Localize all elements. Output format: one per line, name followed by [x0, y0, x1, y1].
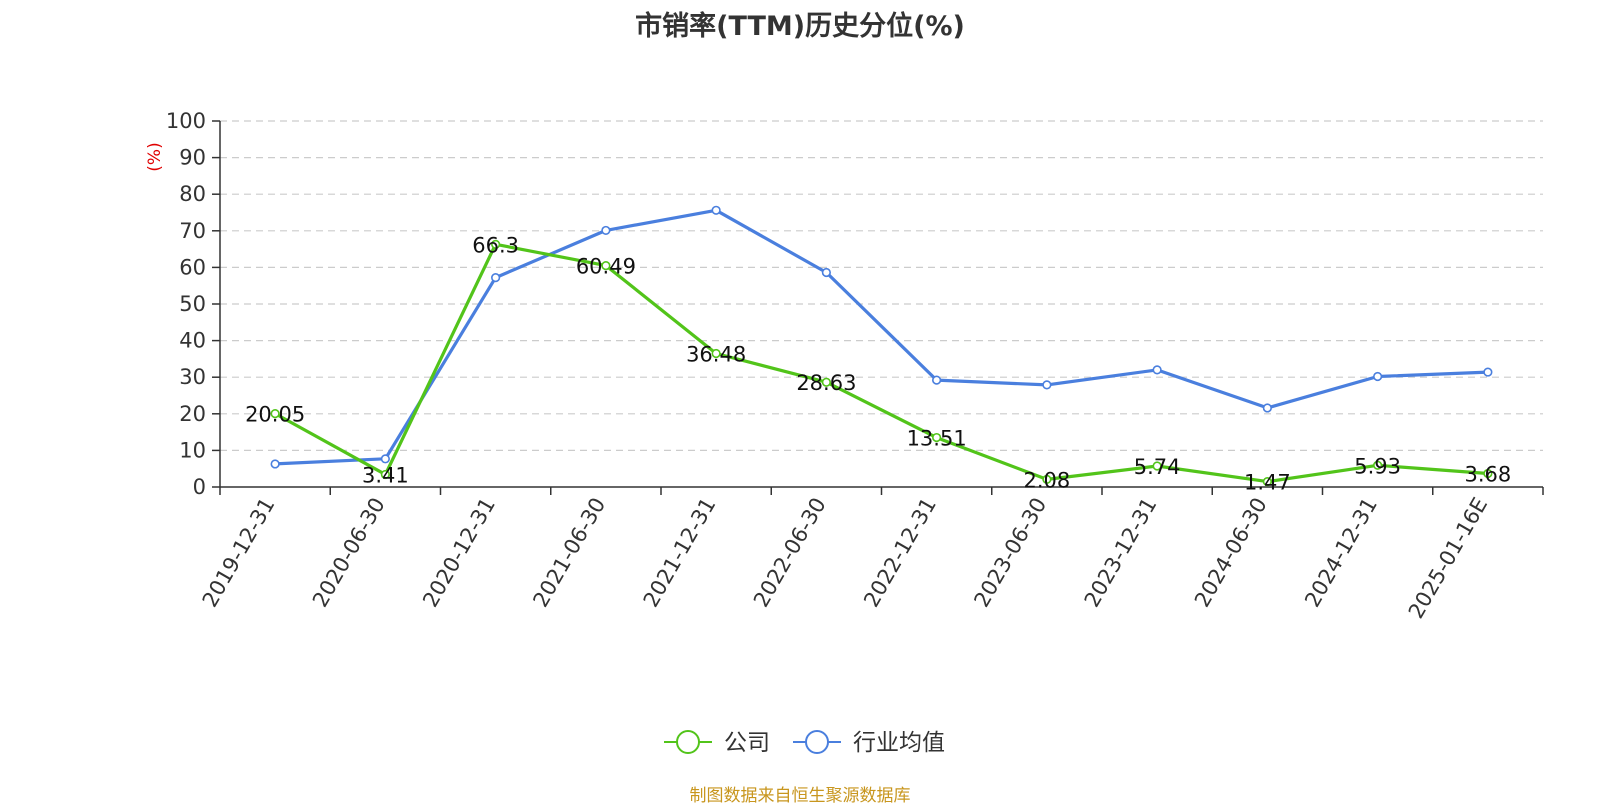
data-point	[1042, 380, 1052, 390]
data-point	[1042, 474, 1052, 484]
x-tick-label: 2022-12-31	[859, 494, 941, 612]
y-tick-label: 50	[179, 292, 206, 316]
data-point	[380, 469, 390, 480]
data-point	[270, 409, 280, 419]
x-tick-label: 2021-06-30	[528, 494, 610, 612]
legend-marker	[676, 730, 700, 754]
data-point	[1483, 468, 1493, 479]
y-tick-label: 60	[179, 255, 206, 279]
x-tick-label: 2021-12-31	[639, 494, 721, 612]
data-point	[821, 377, 831, 387]
data-point	[380, 454, 390, 464]
x-tick-label: 2020-12-31	[418, 494, 500, 612]
data-label: 60.49	[576, 255, 636, 279]
data-point	[601, 225, 611, 236]
data-label: 2.08	[1023, 468, 1070, 492]
x-tick-label: 2022-06-30	[749, 494, 831, 612]
x-tick-label: 2019-12-31	[198, 494, 280, 612]
data-label: 28.63	[796, 371, 856, 395]
y-tick-label: 70	[179, 219, 206, 243]
data-label: 13.51	[907, 427, 967, 451]
data-point	[932, 432, 942, 443]
data-label: 66.3	[472, 233, 519, 257]
data-point	[1262, 477, 1272, 487]
y-tick-label: 100	[166, 109, 206, 133]
data-point	[1152, 461, 1162, 471]
data-point	[711, 348, 721, 359]
series-line-0	[274, 242, 1489, 484]
data-point	[491, 239, 501, 249]
data-point	[1262, 403, 1272, 413]
x-tick-label: 2020-06-30	[308, 494, 390, 612]
data-label: 20.05	[245, 403, 305, 427]
data-label: 5.93	[1354, 454, 1401, 478]
data-label: 3.41	[362, 464, 409, 488]
legend[interactable]: 公司 行业均值	[664, 730, 945, 756]
x-tick-label: 2024-12-31	[1300, 494, 1382, 612]
grid-lines	[220, 120, 1543, 451]
y-tick-label: 40	[179, 329, 206, 353]
data-labels: 20.05 3.41 66.3 60.49 36.48 28.63 13.51 2.08 5.7…	[245, 233, 1511, 494]
y-tick-label: 80	[179, 182, 206, 206]
axes: 0 10 20 30 40 50 60 70 80 90 100 2019-12-31 2020-06-…	[166, 109, 1544, 623]
y-tick-label: 0	[193, 475, 206, 499]
y-tick-label: 30	[179, 365, 206, 389]
data-point	[711, 205, 721, 215]
data-label: 36.48	[686, 342, 746, 366]
data-point	[1152, 365, 1162, 375]
y-tick-label: 20	[179, 402, 206, 426]
y-tick-label: 90	[179, 146, 206, 170]
data-label: 5.74	[1134, 455, 1181, 479]
data-label: 3.68	[1464, 463, 1511, 487]
data-point	[1373, 371, 1383, 382]
data-point	[601, 261, 611, 271]
y-axis-label: (%)	[145, 142, 165, 171]
data-label: 1.47	[1244, 471, 1291, 495]
series-lines	[270, 205, 1493, 487]
data-point	[932, 375, 942, 385]
data-source-note: 制图数据来自恒生聚源数据库	[689, 786, 911, 806]
data-point	[491, 273, 501, 283]
data-point	[270, 459, 280, 469]
chart-title: 市销率(TTM)历史分位(%)	[635, 11, 965, 42]
legend-marker	[805, 730, 829, 754]
data-point	[1483, 367, 1493, 377]
legend-label: 公司	[724, 730, 770, 756]
x-tick-label: 2023-12-31	[1080, 494, 1162, 612]
series-line-1	[275, 208, 1488, 466]
y-tick-label: 10	[179, 438, 206, 462]
legend-label: 行业均值	[853, 730, 945, 756]
data-point	[821, 267, 831, 278]
x-tick-label: 2025-01-16E	[1404, 494, 1492, 623]
x-tick-label: 2024-06-30	[1190, 494, 1272, 612]
x-tick-label: 2023-06-30	[969, 494, 1051, 612]
data-point	[1373, 460, 1383, 470]
